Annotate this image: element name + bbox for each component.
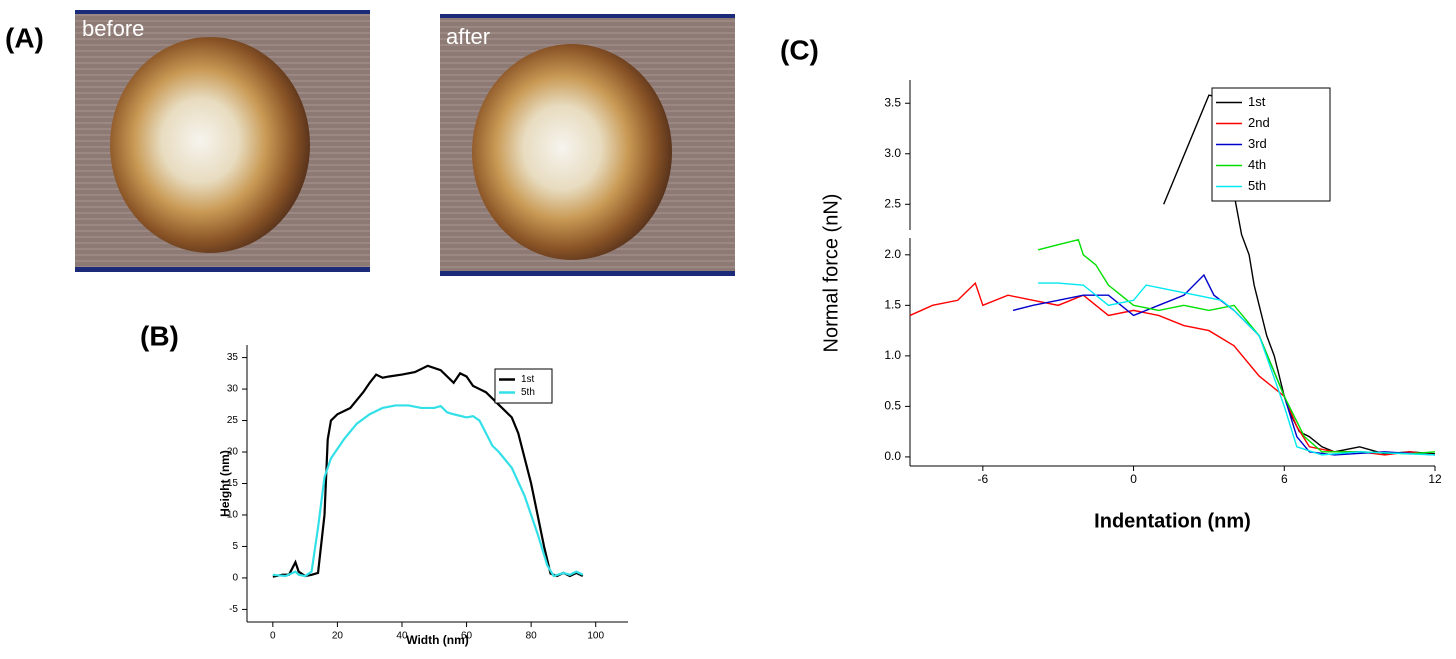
data-line xyxy=(272,404,584,578)
data-line xyxy=(1038,282,1436,456)
y-tick-label: 0 xyxy=(232,573,238,584)
legend-label: 4th xyxy=(1248,157,1266,172)
y-tick-label: 35 xyxy=(227,352,239,363)
y-tick-label: 10 xyxy=(227,510,239,521)
x-tick-label: 0 xyxy=(270,631,276,642)
y-tick-label: 0.5 xyxy=(884,399,901,413)
axis-break xyxy=(906,230,914,238)
y-tick-label: 1.0 xyxy=(884,348,901,362)
y-tick-label: 1.5 xyxy=(884,298,901,312)
panel-label: (B) xyxy=(140,320,179,351)
x-tick-label: 6 xyxy=(1281,472,1288,486)
x-axis-label: Width (nm) xyxy=(406,633,469,647)
x-tick-label: -6 xyxy=(978,472,989,486)
legend-label: 5th xyxy=(521,387,535,398)
y-tick-label: 30 xyxy=(227,384,239,395)
image-label: before xyxy=(82,16,144,41)
x-tick-label: 40 xyxy=(396,631,408,642)
legend-label: 1st xyxy=(1248,94,1266,109)
y-tick-label: 15 xyxy=(227,478,239,489)
y-tick-label: 5 xyxy=(232,541,238,552)
data-line xyxy=(1037,238,1436,455)
y-tick-label: 3.0 xyxy=(884,146,901,160)
x-tick-label: 100 xyxy=(587,631,604,642)
x-tick-label: 80 xyxy=(526,631,538,642)
panel-label: (C) xyxy=(780,34,819,65)
x-tick-label: 20 xyxy=(332,631,344,642)
afm-image: before xyxy=(75,10,370,272)
x-tick-label: 0 xyxy=(1130,472,1137,486)
y-axis-label: Normal force (nN) xyxy=(820,194,842,353)
data-line xyxy=(909,281,1436,456)
x-tick-label: 12 xyxy=(1428,472,1442,486)
legend-box xyxy=(494,368,553,404)
y-tick-label: 25 xyxy=(227,415,239,426)
legend-label: 1st xyxy=(521,374,535,385)
data-line xyxy=(272,364,584,578)
y-tick-label: -5 xyxy=(229,604,238,615)
image-label: after xyxy=(446,24,490,49)
legend-label: 3rd xyxy=(1248,136,1267,151)
x-tick-label: 60 xyxy=(461,631,473,642)
y-tick-label: 2.5 xyxy=(884,196,901,210)
y-axis-label: Height (nm) xyxy=(218,450,232,517)
legend-label: 2nd xyxy=(1248,115,1270,130)
y-tick-label: 3.5 xyxy=(884,95,901,109)
y-tick-label: 20 xyxy=(227,447,239,458)
y-tick-label: 0.0 xyxy=(884,449,901,463)
y-tick-label: 2.0 xyxy=(884,247,901,261)
afm-image: after xyxy=(440,14,735,276)
legend-label: 5th xyxy=(1248,178,1266,193)
panel-label: (A) xyxy=(5,22,44,53)
x-axis-label: Indentation (nm) xyxy=(1094,510,1251,532)
